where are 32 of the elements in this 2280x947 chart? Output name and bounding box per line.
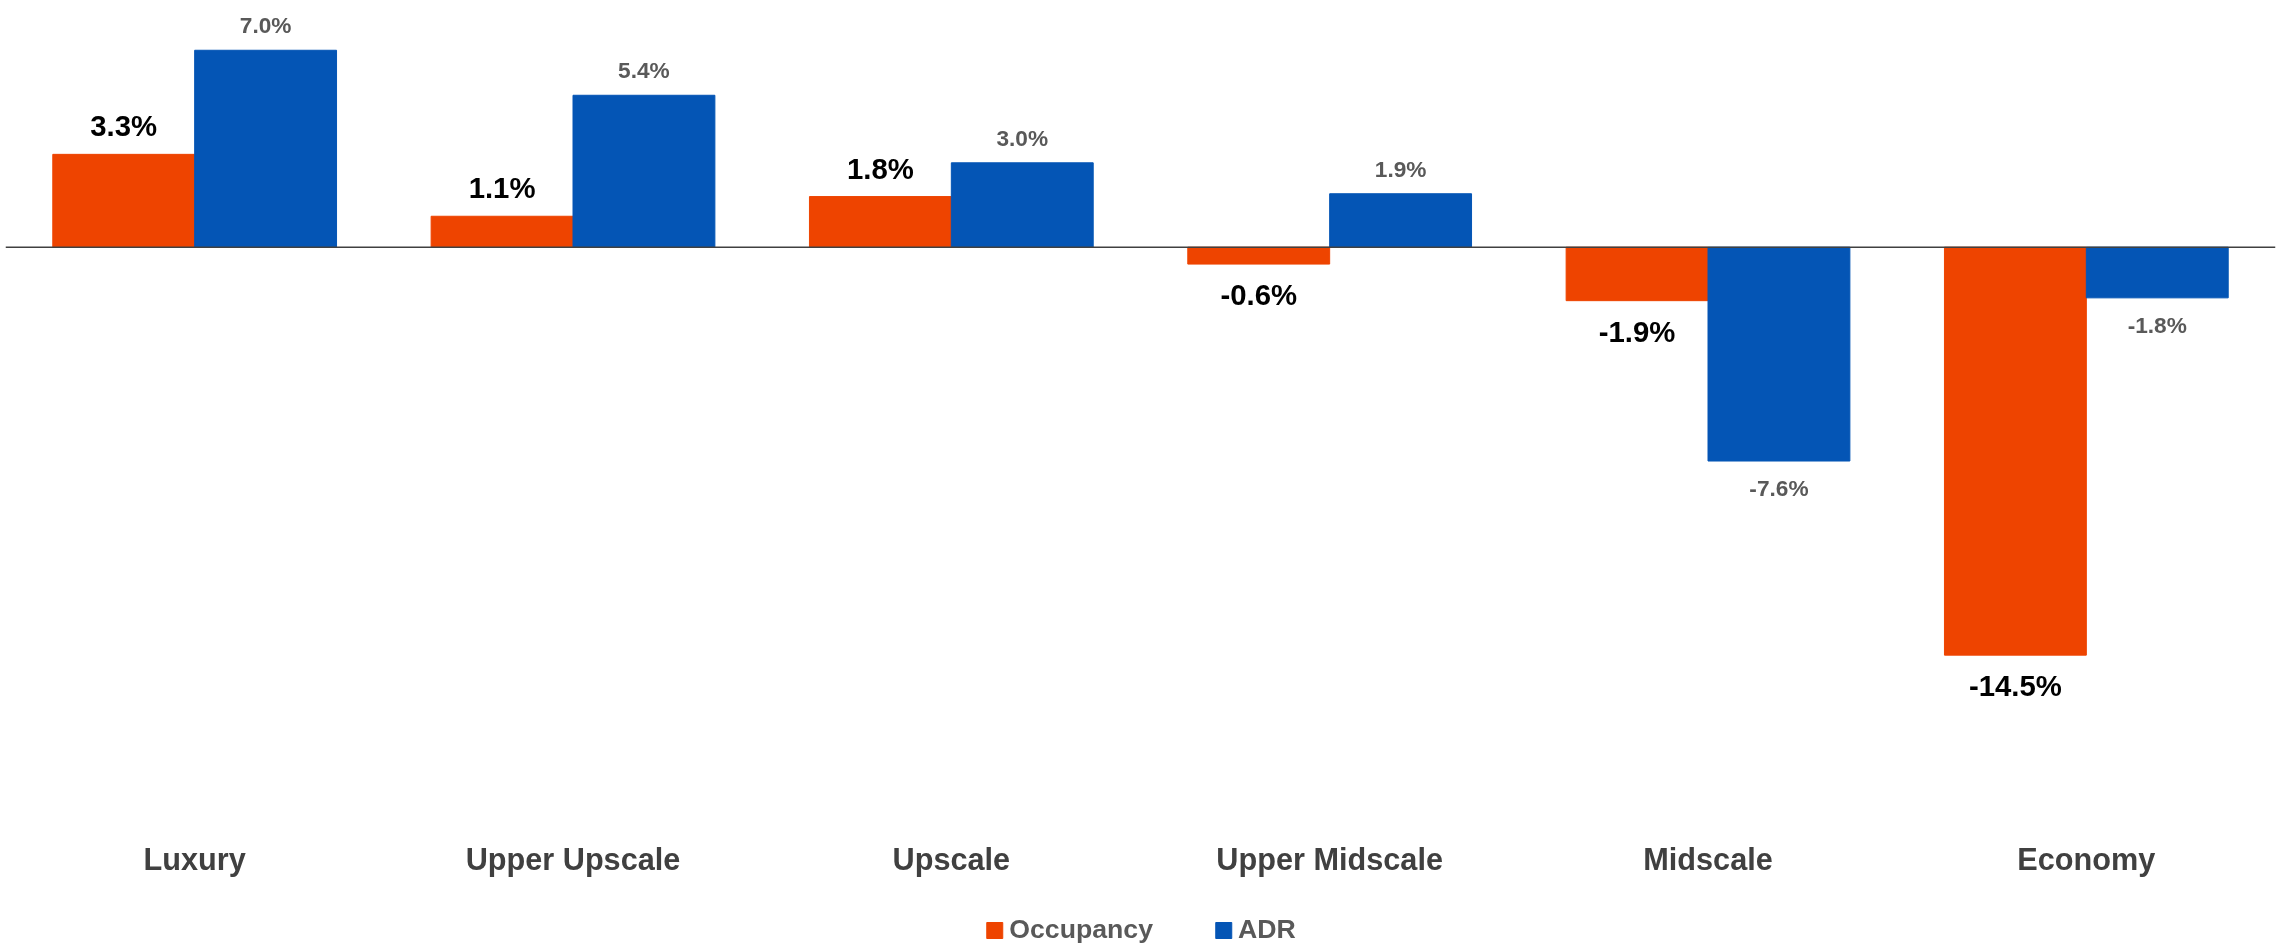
- data-label: 1.9%: [1374, 155, 1427, 182]
- data-label: 1.8%: [846, 151, 914, 185]
- data-label: 7.0%: [239, 12, 292, 39]
- data-label: -0.6%: [1220, 278, 1298, 312]
- bar: [194, 49, 338, 248]
- legend-label: ADR: [1237, 914, 1296, 945]
- bar: [2085, 246, 2229, 299]
- data-label: 5.4%: [618, 57, 670, 84]
- bar: [808, 196, 952, 248]
- bar: [572, 94, 716, 248]
- bar: [1187, 246, 1331, 265]
- x-tick-label: Luxury: [143, 842, 246, 877]
- x-tick-label: Upscale: [892, 842, 1011, 877]
- bar: [1329, 193, 1473, 248]
- legend-label: Occupancy: [1009, 914, 1153, 945]
- bar: [430, 215, 574, 248]
- x-tick-label: Midscale: [1643, 842, 1773, 876]
- data-label: -7.6%: [1749, 475, 1809, 502]
- bar: [52, 153, 196, 248]
- data-label: 3.0%: [996, 124, 1049, 151]
- data-label: 1.1%: [468, 171, 536, 205]
- bar: [1565, 246, 1709, 302]
- x-tick-label: Upper Upscale: [465, 842, 681, 877]
- bar: [1943, 246, 2087, 656]
- x-tick-label: Economy: [2017, 842, 2156, 877]
- data-label: 3.3%: [90, 109, 158, 143]
- bar: [1707, 246, 1851, 462]
- data-label: -1.9%: [1598, 314, 1676, 348]
- bar: [950, 162, 1094, 248]
- data-label: -14.5%: [1968, 669, 2062, 703]
- x-tick-label: Upper Midscale: [1216, 842, 1443, 877]
- data-label: -1.8%: [2127, 311, 2187, 338]
